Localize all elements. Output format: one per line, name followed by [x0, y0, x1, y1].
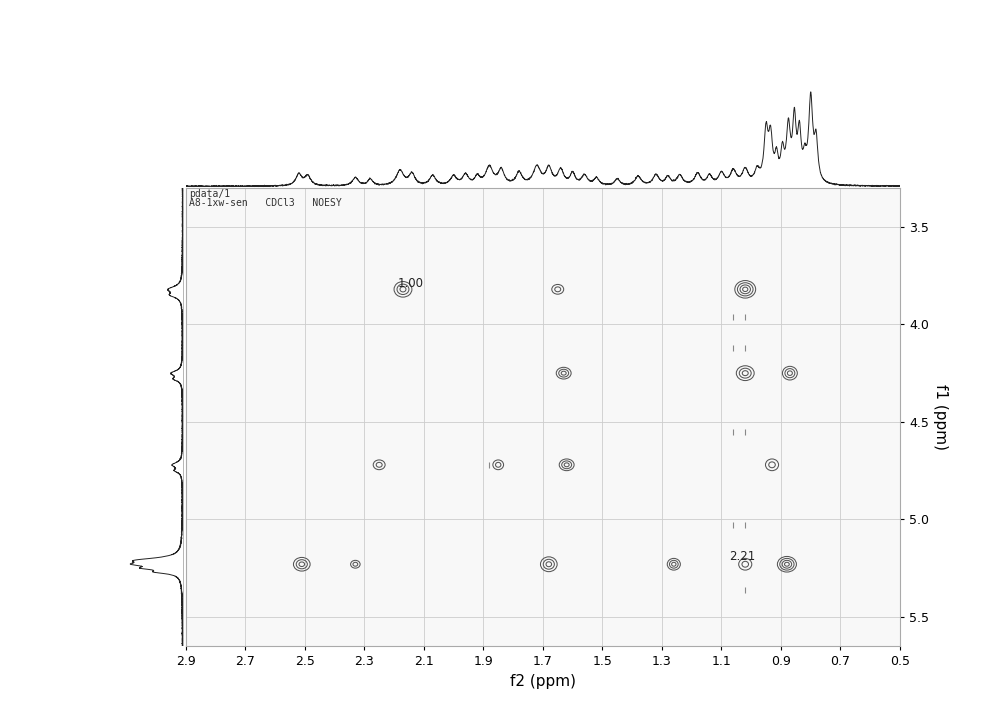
Text: pdata/1: pdata/1	[189, 189, 230, 199]
Y-axis label: f1 (ppm): f1 (ppm)	[933, 384, 948, 450]
Text: 2.21: 2.21	[729, 550, 756, 563]
Text: 1.00: 1.00	[398, 277, 424, 290]
Text: A8-1xw-sen   CDCl3   NOESY: A8-1xw-sen CDCl3 NOESY	[189, 198, 342, 208]
X-axis label: f2 (ppm): f2 (ppm)	[510, 674, 576, 689]
